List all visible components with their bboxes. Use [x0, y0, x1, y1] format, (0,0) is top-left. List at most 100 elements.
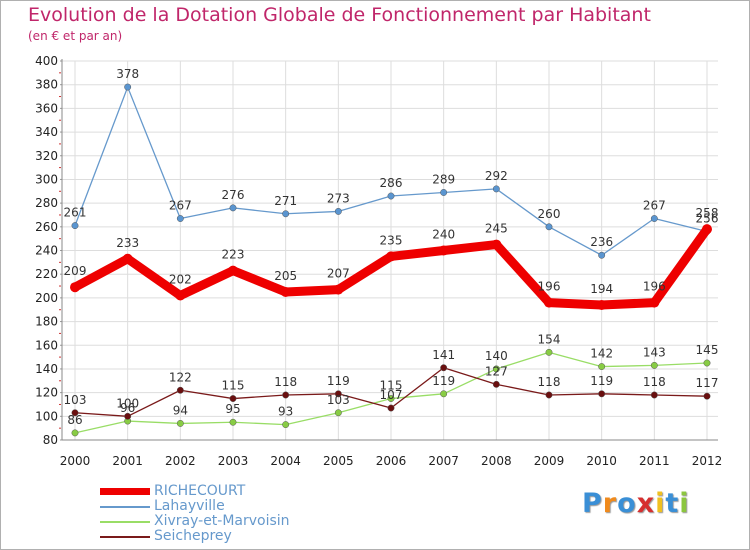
chart-subtitle: (en € et par an)	[28, 29, 123, 43]
data-label-1: 260	[538, 207, 561, 221]
data-point-2	[387, 395, 395, 402]
data-point-1	[387, 192, 395, 200]
data-point-1	[650, 215, 658, 222]
data-point-2	[440, 390, 448, 398]
legend-label-seicheprey: Seicheprey	[154, 528, 232, 544]
y-tick-label: 220	[35, 267, 58, 281]
logo-letter: r	[602, 488, 618, 519]
data-label-3: 115	[222, 379, 245, 393]
legend-swatch-lahayville	[100, 506, 150, 508]
data-label-0: 209	[64, 264, 87, 278]
x-tick-label: 2001	[112, 454, 143, 468]
data-point-0	[544, 297, 554, 308]
data-point-1	[598, 251, 606, 259]
data-point-3	[440, 364, 448, 372]
data-point-3	[229, 395, 237, 402]
data-label-3: 127	[485, 364, 508, 378]
data-label-2: 95	[225, 402, 240, 416]
grid-lines	[62, 60, 718, 441]
data-point-1	[334, 207, 342, 215]
data-label-2: 143	[643, 345, 666, 359]
legend-label-richecourt: RICHECOURT	[154, 483, 246, 499]
legend-swatch-xivray	[100, 521, 150, 523]
data-point-0	[386, 251, 396, 262]
legend-label-lahayville: Lahayville	[154, 498, 225, 514]
x-tick-label: 2008	[481, 454, 512, 468]
logo-letter: P	[582, 488, 603, 519]
y-tick-label: 120	[35, 386, 58, 400]
data-point-1	[492, 185, 500, 193]
logo-letter: o	[617, 488, 637, 519]
data-point-0	[491, 239, 502, 250]
data-label-2: 115	[380, 379, 403, 393]
data-point-2	[545, 348, 553, 356]
logo-letter: t	[665, 488, 680, 519]
data-point-0	[333, 284, 344, 295]
data-label-1: 256	[696, 212, 719, 226]
x-tick-label: 2011	[639, 454, 670, 468]
data-point-0	[228, 265, 238, 276]
data-point-2	[282, 421, 290, 429]
x-tick-label: 2006	[376, 454, 407, 468]
data-label-0: 258	[696, 206, 719, 220]
data-point-3	[387, 404, 395, 412]
data-point-3	[176, 386, 184, 394]
y-tick-label: 320	[35, 149, 58, 163]
logo-letter: i	[655, 488, 666, 519]
data-label-2: 142	[590, 347, 613, 361]
y-tick-label: 380	[35, 78, 58, 92]
x-tick-label: 2012	[692, 454, 723, 468]
data-point-1	[282, 210, 290, 218]
y-tick-label: 260	[35, 220, 58, 234]
data-label-1: 289	[432, 172, 455, 186]
data-label-3: 119	[327, 374, 350, 388]
data-point-3	[334, 390, 342, 398]
logo-letter: i	[679, 488, 690, 519]
data-label-0: 205	[274, 269, 297, 283]
data-point-3	[703, 392, 711, 400]
data-label-2: 119	[432, 374, 455, 388]
data-point-0	[438, 245, 449, 256]
y-tick-label: 80	[43, 433, 58, 447]
x-tick-label: 2010	[586, 454, 617, 468]
data-point-3	[650, 391, 658, 399]
data-point-3	[71, 409, 79, 417]
y-tick-label: 280	[35, 196, 58, 210]
x-tick-label: 2005	[323, 454, 354, 468]
data-point-2	[229, 418, 237, 426]
data-label-0: 196	[538, 280, 561, 294]
x-tick-label: 2004	[270, 454, 301, 468]
y-tick-label: 140	[35, 362, 58, 376]
data-label-3: 118	[538, 375, 561, 389]
data-point-0	[702, 224, 712, 235]
x-tick-label: 2000	[60, 454, 91, 468]
data-label-1: 378	[116, 67, 139, 81]
data-point-1	[176, 215, 184, 222]
data-label-2: 140	[485, 349, 508, 363]
data-label-1: 267	[169, 199, 192, 213]
data-label-2: 96	[120, 401, 135, 415]
data-point-0	[596, 299, 607, 310]
data-label-2: 103	[327, 393, 350, 407]
x-tick-label: 2002	[165, 454, 196, 468]
logo-letter: x	[636, 488, 656, 519]
data-label-3: 100	[116, 396, 139, 410]
y-tick-label: 160	[35, 338, 58, 352]
data-label-1: 271	[274, 194, 297, 208]
data-label-1: 276	[222, 188, 245, 202]
data-point-1	[124, 83, 132, 91]
data-label-1: 273	[327, 191, 350, 205]
data-label-0: 202	[169, 273, 192, 287]
data-label-3: 118	[274, 375, 297, 389]
data-label-3: 119	[590, 374, 613, 388]
chart-title: Evolution de la Dotation Globale de Fonc…	[28, 4, 651, 26]
data-point-1	[545, 223, 553, 231]
data-label-1: 286	[380, 176, 403, 190]
y-tick-label: 240	[35, 244, 58, 258]
x-tick-label: 2009	[534, 454, 565, 468]
legend-swatch-seicheprey	[100, 536, 150, 538]
data-point-2	[492, 365, 500, 373]
legend-swatch-richecourt	[100, 488, 150, 495]
data-label-2: 94	[173, 403, 188, 417]
